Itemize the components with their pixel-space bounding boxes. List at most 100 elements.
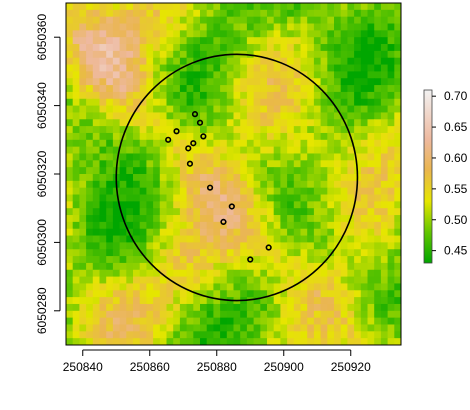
raster-cell	[146, 50, 154, 59]
raster-cell	[186, 98, 194, 106]
raster-cell	[240, 160, 248, 168]
raster-cell	[240, 194, 248, 202]
raster-cell	[380, 201, 388, 209]
raster-cell	[313, 338, 321, 345]
raster-cell	[347, 146, 355, 154]
raster-cell	[220, 91, 228, 100]
raster-cell	[240, 269, 248, 277]
raster-cell	[287, 37, 295, 45]
raster-cell	[313, 153, 321, 161]
raster-cell	[367, 187, 375, 195]
raster-cell	[226, 235, 234, 243]
raster-cell	[327, 269, 335, 277]
raster-cell	[394, 78, 401, 86]
raster-cell	[267, 105, 275, 113]
raster-cell	[313, 78, 321, 86]
raster-cell	[146, 132, 154, 141]
raster-cell	[146, 146, 154, 154]
raster-cell	[179, 215, 187, 223]
raster-cell	[146, 85, 154, 93]
raster-cell	[233, 167, 241, 175]
raster-cell	[374, 167, 382, 175]
raster-cell	[293, 228, 301, 236]
raster-cell	[246, 215, 254, 223]
raster-cell	[280, 290, 288, 298]
raster-cell	[307, 71, 315, 79]
raster-cell	[99, 78, 107, 86]
raster-cell	[313, 331, 321, 339]
raster-cell	[106, 180, 114, 189]
raster-cell	[260, 269, 268, 277]
raster-cell	[240, 249, 248, 257]
raster-cell	[133, 44, 141, 52]
raster-cell	[79, 303, 87, 312]
raster-cell	[293, 310, 301, 319]
raster-cell	[334, 228, 342, 236]
raster-cell	[79, 3, 87, 11]
raster-cell	[340, 160, 348, 168]
raster-cell	[273, 9, 281, 18]
raster-cell	[133, 9, 141, 18]
raster-cell	[226, 44, 234, 52]
raster-cell	[313, 290, 321, 298]
raster-cell	[79, 242, 87, 250]
raster-cell	[206, 242, 214, 250]
raster-cell	[200, 105, 208, 113]
raster-cell	[240, 235, 248, 243]
raster-cell	[287, 30, 295, 38]
raster-cell	[387, 139, 395, 148]
raster-cell	[293, 98, 301, 106]
raster-cell	[159, 303, 167, 312]
raster-cell	[133, 324, 141, 332]
raster-cell	[253, 139, 261, 148]
raster-cell	[99, 303, 107, 312]
raster-cell	[347, 303, 355, 312]
raster-cell	[360, 23, 368, 31]
raster-cell	[246, 262, 254, 271]
raster-cell	[327, 167, 335, 175]
raster-cell	[72, 235, 80, 243]
raster-cell	[233, 9, 241, 18]
raster-cell	[387, 269, 395, 277]
raster-cell	[179, 256, 187, 264]
raster-cell	[280, 338, 288, 345]
raster-cell	[313, 139, 321, 148]
raster-cell	[179, 324, 187, 332]
raster-cell	[146, 139, 154, 148]
raster-cell	[79, 16, 87, 24]
raster-cell	[387, 262, 395, 271]
raster-cell	[226, 194, 234, 202]
raster-cell	[320, 98, 328, 106]
raster-cell	[240, 3, 248, 11]
raster-cell	[146, 180, 154, 189]
raster-cell	[253, 23, 261, 31]
raster-cell	[92, 310, 100, 319]
raster-cell	[119, 23, 127, 31]
raster-cell	[66, 194, 74, 202]
raster-cell	[99, 139, 107, 148]
raster-cell	[206, 85, 214, 93]
raster-cell	[394, 174, 401, 182]
colorbar-tick-label: 0.50	[444, 213, 468, 227]
raster-cell	[260, 221, 268, 230]
raster-cell	[226, 180, 234, 189]
raster-cell	[99, 187, 107, 195]
raster-cell	[300, 269, 308, 277]
raster-cell	[206, 324, 214, 332]
raster-cell	[79, 310, 87, 319]
raster-cell	[307, 187, 315, 195]
raster-cell	[367, 194, 375, 202]
raster-cell	[159, 98, 167, 106]
raster-cell	[92, 126, 100, 134]
raster-cell	[193, 37, 201, 45]
raster-cell	[334, 194, 342, 202]
raster-cell	[267, 235, 275, 243]
raster-cell	[340, 78, 348, 86]
raster-cell	[246, 269, 254, 277]
raster-cell	[126, 50, 134, 59]
raster-cell	[179, 160, 187, 168]
raster-cell	[354, 187, 362, 195]
raster-cell	[300, 126, 308, 134]
raster-cell	[280, 64, 288, 72]
raster-cell	[267, 283, 275, 291]
